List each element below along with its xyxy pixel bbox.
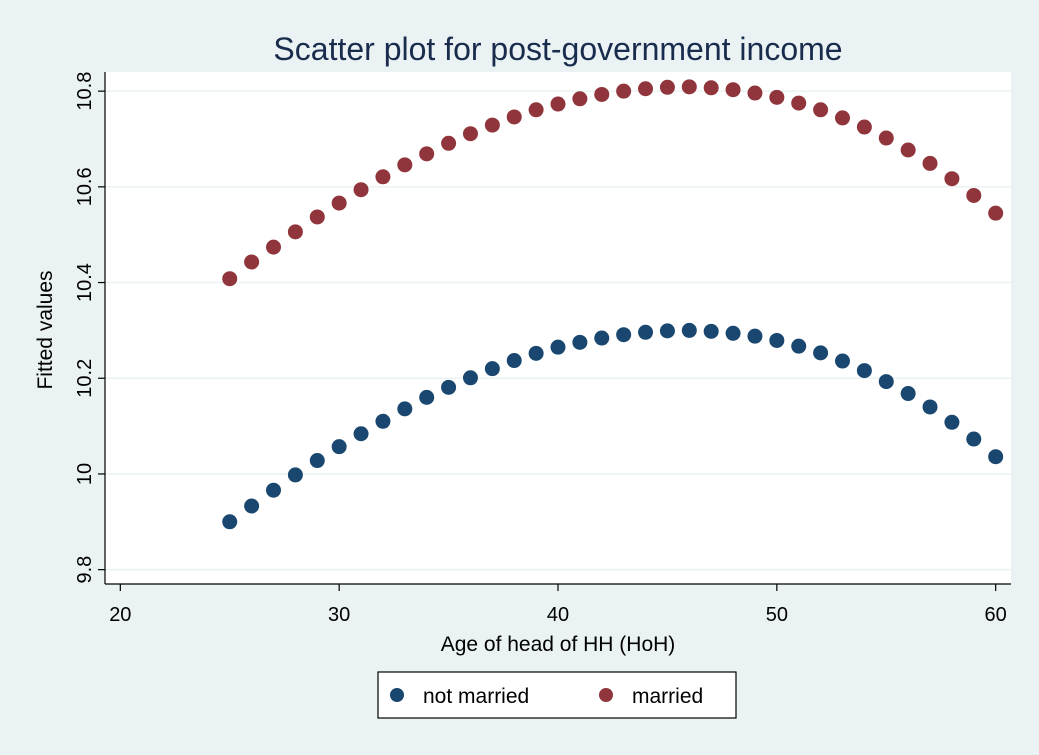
point-not-married xyxy=(900,386,916,402)
point-married xyxy=(616,83,632,99)
legend-marker-married xyxy=(599,688,613,702)
point-married xyxy=(462,126,478,142)
point-not-married xyxy=(353,426,369,442)
legend-marker-not-married xyxy=(390,688,404,702)
point-married xyxy=(222,271,238,287)
point-not-married xyxy=(988,449,1004,465)
point-not-married xyxy=(550,339,566,355)
point-married xyxy=(528,102,544,118)
point-married xyxy=(287,224,303,240)
point-married xyxy=(244,254,260,270)
x-axis-ticks: 20 30 40 50 60 xyxy=(109,584,1007,626)
point-not-married xyxy=(856,363,872,379)
point-not-married xyxy=(287,467,303,483)
point-not-married xyxy=(397,401,413,417)
point-married xyxy=(266,239,282,255)
point-not-married xyxy=(375,413,391,429)
legend-label-married: married xyxy=(632,685,703,708)
point-not-married xyxy=(222,514,238,530)
y-tick-label: 10 xyxy=(74,463,96,485)
point-not-married xyxy=(594,330,610,346)
point-married xyxy=(856,119,872,135)
x-tick-label: 60 xyxy=(985,604,1007,626)
point-married xyxy=(331,195,347,211)
point-not-married xyxy=(266,482,282,498)
point-not-married xyxy=(834,353,850,369)
point-married xyxy=(638,81,654,97)
point-married xyxy=(572,91,588,107)
legend-label-not-married: not married xyxy=(423,685,529,708)
point-not-married xyxy=(331,439,347,455)
point-married xyxy=(878,130,894,146)
point-married xyxy=(900,142,916,158)
y-tick-label: 9.8 xyxy=(74,556,96,584)
point-married xyxy=(594,86,610,102)
point-married xyxy=(944,171,960,187)
x-axis-title: Age of head of HH (HoH) xyxy=(441,633,676,656)
y-tick-label: 10.2 xyxy=(74,359,96,398)
point-married xyxy=(725,82,741,98)
point-not-married xyxy=(638,324,654,340)
point-not-married xyxy=(659,323,675,339)
chart-title: Scatter plot for post-government income xyxy=(273,31,842,67)
point-married xyxy=(922,155,938,171)
point-married xyxy=(834,110,850,126)
point-not-married xyxy=(484,361,500,377)
point-not-married xyxy=(419,389,435,405)
point-married xyxy=(484,117,500,133)
point-married xyxy=(506,109,522,125)
point-married xyxy=(769,89,785,105)
point-married xyxy=(988,205,1004,221)
point-not-married xyxy=(703,323,719,339)
legend-box xyxy=(377,671,737,719)
point-married xyxy=(397,157,413,173)
y-tick-label: 10.6 xyxy=(74,167,96,206)
plot-area xyxy=(105,72,1011,584)
point-married xyxy=(813,102,829,118)
point-not-married xyxy=(506,353,522,369)
point-not-married xyxy=(244,498,260,514)
point-not-married xyxy=(922,399,938,415)
point-not-married xyxy=(462,370,478,386)
point-married xyxy=(309,209,325,225)
x-tick-label: 20 xyxy=(109,604,131,626)
point-not-married xyxy=(747,328,763,344)
point-not-married xyxy=(725,325,741,341)
x-tick-label: 40 xyxy=(547,604,569,626)
point-not-married xyxy=(813,345,829,361)
point-married xyxy=(441,135,457,151)
y-axis-title: Fitted values xyxy=(34,270,57,389)
point-married xyxy=(747,85,763,101)
point-not-married xyxy=(966,431,982,447)
point-not-married xyxy=(769,332,785,348)
y-axis-ticks: 9.8 10 10.2 10.4 10.6 10.8 xyxy=(74,72,105,584)
point-married xyxy=(550,96,566,112)
x-tick-label: 50 xyxy=(766,604,788,626)
point-married xyxy=(681,79,697,95)
point-not-married xyxy=(572,334,588,350)
point-not-married xyxy=(441,379,457,395)
point-not-married xyxy=(944,414,960,430)
point-married xyxy=(791,95,807,111)
point-not-married xyxy=(309,453,325,469)
point-married xyxy=(966,187,982,203)
point-not-married xyxy=(791,338,807,354)
x-tick-label: 30 xyxy=(328,604,350,626)
gridlines xyxy=(105,90,1011,571)
point-married xyxy=(353,182,369,198)
point-married xyxy=(375,169,391,185)
point-not-married xyxy=(528,345,544,361)
point-not-married xyxy=(616,327,632,343)
point-not-married xyxy=(878,374,894,390)
point-married xyxy=(659,79,675,95)
data-points xyxy=(222,79,1004,530)
point-married xyxy=(419,146,435,162)
y-tick-label: 10.4 xyxy=(74,263,96,302)
point-not-married xyxy=(681,322,697,338)
legend: not married married xyxy=(377,671,737,719)
point-married xyxy=(703,80,719,96)
y-tick-label: 10.8 xyxy=(74,72,96,111)
